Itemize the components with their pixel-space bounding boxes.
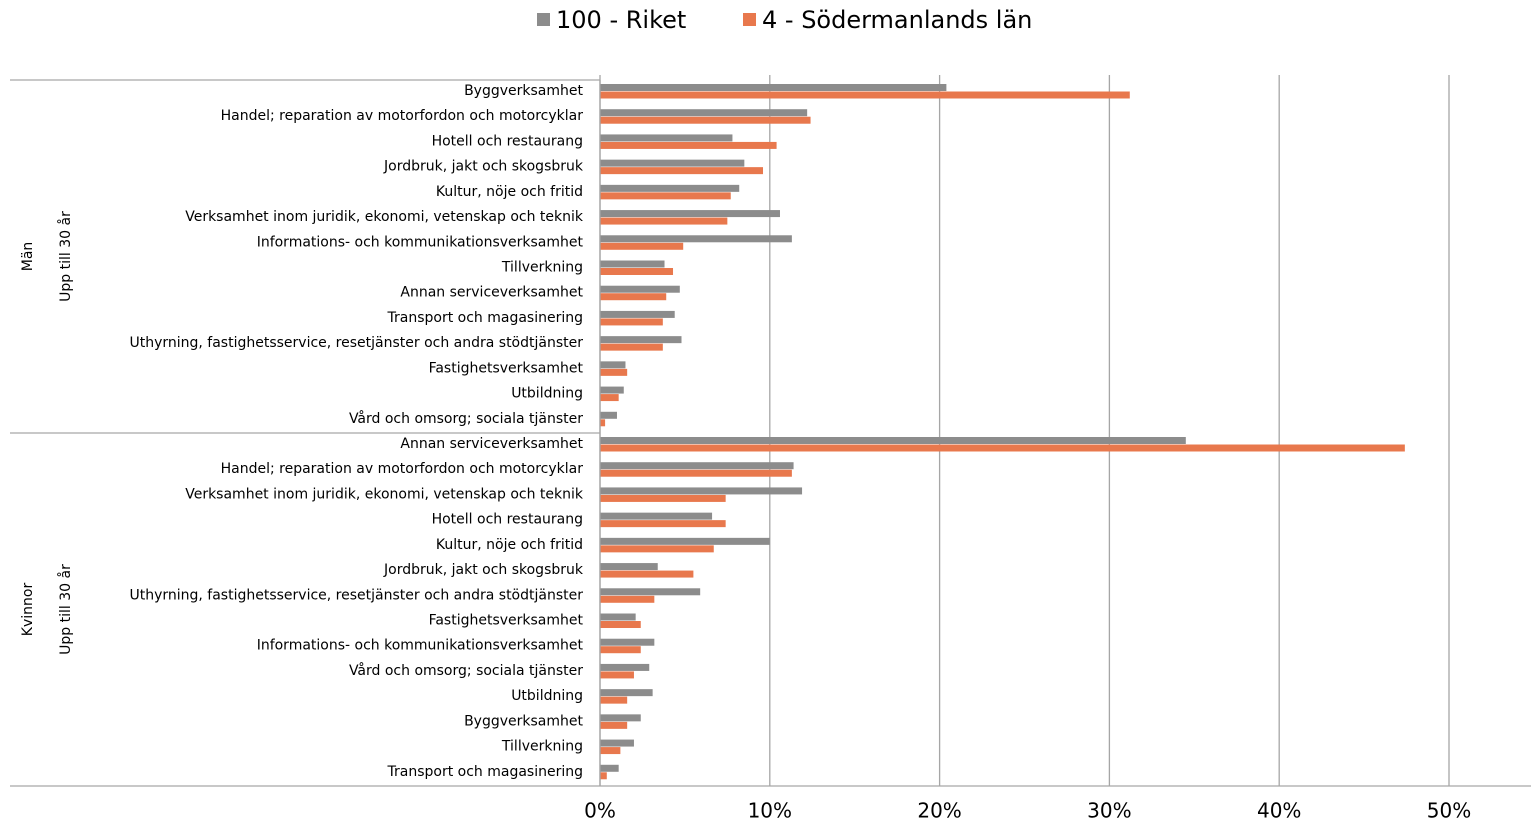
- category-label: Hotell och restaurang: [432, 512, 583, 528]
- x-tick-label: 20%: [917, 799, 961, 823]
- bar: [600, 368, 628, 376]
- bar: [600, 235, 792, 243]
- category-label: Transport och magasinering: [387, 764, 584, 780]
- bar: [600, 116, 811, 124]
- bar: [600, 141, 777, 149]
- bar: [600, 419, 606, 427]
- category-label: Annan serviceverksamhet: [400, 436, 583, 452]
- bar: [600, 764, 619, 772]
- bar: [600, 739, 634, 747]
- bar: [600, 293, 667, 301]
- category-label: Utbildning: [511, 386, 583, 402]
- legend-label: 4 - Södermanlands län: [762, 6, 1032, 34]
- category-label: Vård och omsorg; sociala tjänster: [349, 410, 583, 427]
- x-tick-label: 10%: [748, 799, 792, 823]
- bar: [600, 621, 641, 628]
- bar: [600, 192, 731, 200]
- category-label: Tillverkning: [501, 260, 583, 276]
- category-label: Handel; reparation av motorfordon och mo…: [221, 108, 584, 124]
- bar: [600, 437, 1186, 444]
- bar: [600, 134, 733, 142]
- category-label: Utbildning: [511, 688, 583, 704]
- category-label: Kultur, nöje och fritid: [436, 184, 583, 200]
- category-label: Transport och magasinering: [387, 310, 584, 326]
- bar: [600, 595, 655, 603]
- bar: [600, 210, 780, 218]
- category-label: Verksamhet inom juridik, ekonomi, vetens…: [185, 209, 584, 225]
- bar: [600, 84, 947, 91]
- bar: [600, 588, 701, 596]
- bar: [600, 184, 740, 192]
- category-label: Byggverksamhet: [464, 713, 583, 729]
- x-tick-label: 50%: [1427, 799, 1471, 823]
- bar: [600, 444, 1405, 452]
- bar: [600, 537, 770, 545]
- category-label: Byggverksamhet: [464, 83, 583, 99]
- legend-label: 100 - Riket: [556, 6, 686, 34]
- bar: [600, 343, 663, 351]
- bar: [600, 638, 655, 646]
- bar: [600, 411, 617, 419]
- category-label: Verksamhet inom juridik, ekonomi, vetens…: [185, 486, 584, 502]
- x-tick-label: 30%: [1087, 799, 1131, 823]
- bar: [600, 487, 803, 495]
- bar: [600, 494, 726, 502]
- bar: [600, 109, 808, 117]
- bar: [600, 268, 674, 275]
- bar: [600, 696, 628, 704]
- category-label: Jordbruk, jakt och skogsbruk: [383, 562, 584, 578]
- bar: [600, 646, 641, 654]
- bar: [600, 512, 713, 520]
- category-label: Uthyrning, fastighetsservice, resetjänst…: [129, 587, 583, 603]
- category-label: Fastighetsverksamhet: [429, 360, 584, 376]
- bar: [600, 721, 628, 729]
- bar: [600, 242, 684, 250]
- category-label: Uthyrning, fastighetsservice, resetjänst…: [129, 335, 583, 351]
- category-label: Tillverkning: [501, 739, 583, 755]
- bar: [600, 563, 658, 571]
- bar: [600, 217, 728, 225]
- bar: [600, 91, 1130, 99]
- bar: [600, 285, 680, 293]
- bar: [600, 310, 675, 318]
- bar: [600, 462, 794, 470]
- bar: [600, 361, 626, 369]
- bar: [600, 689, 653, 697]
- subgroup-label: Upp till 30 år: [57, 564, 74, 655]
- category-label: Fastighetsverksamhet: [429, 613, 584, 629]
- bar: [600, 394, 619, 402]
- category-label: Handel; reparation av motorfordon och mo…: [221, 461, 584, 477]
- bar: [600, 671, 634, 679]
- category-label: Jordbruk, jakt och skogsbruk: [383, 159, 584, 175]
- bar: [600, 336, 682, 344]
- x-tick-label: 0%: [584, 799, 616, 823]
- bar: [600, 772, 607, 780]
- bar: [600, 159, 745, 167]
- subgroup-label: Upp till 30 år: [57, 211, 74, 302]
- legend-swatch: [743, 13, 756, 26]
- bar: [600, 570, 694, 578]
- bar: [600, 545, 714, 553]
- category-label: Informations- och kommunikationsverksamh…: [257, 638, 584, 654]
- bar: [600, 714, 641, 722]
- category-label: Vård och omsorg; sociala tjänster: [349, 662, 583, 679]
- bar: [600, 386, 624, 394]
- category-label: Kultur, nöje och fritid: [436, 537, 583, 553]
- bar: [600, 260, 665, 268]
- x-tick-label: 40%: [1257, 799, 1301, 823]
- bar: [600, 469, 792, 477]
- category-label: Hotell och restaurang: [432, 133, 583, 149]
- group-label: Män: [20, 242, 36, 272]
- category-label: Annan serviceverksamhet: [400, 285, 583, 301]
- bar: [600, 318, 663, 326]
- bar: [600, 613, 636, 621]
- group-label: Kvinnor: [20, 583, 36, 637]
- category-label: Informations- och kommunikationsverksamh…: [257, 234, 584, 250]
- bar: [600, 520, 726, 528]
- legend-swatch: [537, 13, 550, 26]
- bar: [600, 167, 764, 175]
- bar: [600, 747, 621, 755]
- bar: [600, 663, 650, 671]
